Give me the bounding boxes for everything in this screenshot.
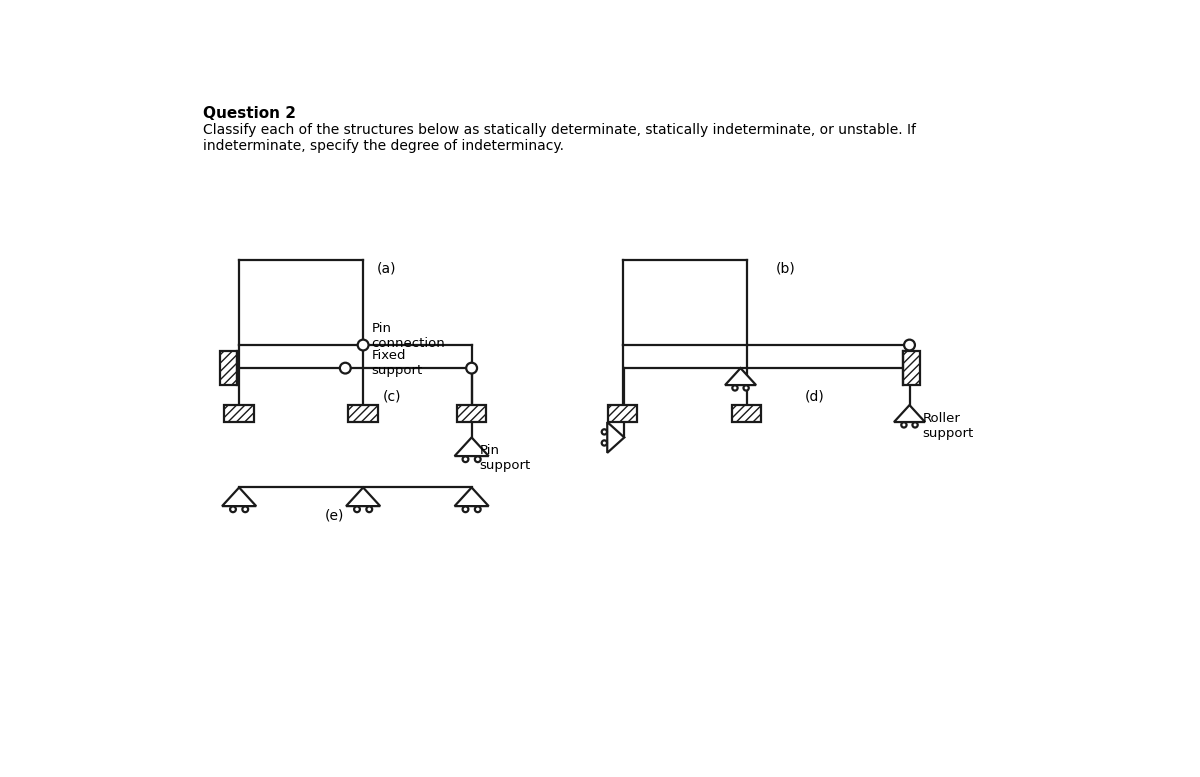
Circle shape (904, 340, 914, 350)
Text: (a): (a) (377, 262, 396, 276)
Polygon shape (894, 405, 925, 422)
Polygon shape (607, 422, 624, 453)
Circle shape (466, 363, 478, 374)
Circle shape (340, 363, 350, 374)
Circle shape (366, 507, 372, 512)
Bar (904, 350, 920, 385)
Polygon shape (455, 437, 488, 456)
Circle shape (230, 507, 236, 512)
Circle shape (475, 507, 481, 512)
Circle shape (601, 441, 607, 445)
Circle shape (242, 507, 248, 512)
Bar (348, 405, 378, 422)
Polygon shape (455, 487, 488, 506)
Circle shape (901, 422, 906, 427)
Text: Fixed
support: Fixed support (372, 349, 422, 377)
Circle shape (732, 385, 738, 391)
Text: (e): (e) (324, 508, 343, 522)
Bar (224, 405, 254, 422)
Circle shape (462, 507, 468, 512)
Text: (b): (b) (776, 262, 796, 276)
Circle shape (601, 429, 607, 434)
Text: Pin
support: Pin support (479, 444, 530, 472)
Polygon shape (725, 368, 756, 385)
Text: Roller
support: Roller support (923, 412, 974, 440)
Polygon shape (346, 487, 380, 506)
Circle shape (475, 456, 481, 462)
Bar (732, 405, 762, 422)
Bar (608, 405, 637, 422)
Text: (c): (c) (383, 390, 401, 404)
Text: Classify each of the structures below as statically determinate, statically inde: Classify each of the structures below as… (203, 124, 916, 138)
Circle shape (354, 507, 360, 512)
Text: (d): (d) (805, 390, 824, 404)
Text: Pin
connection: Pin connection (372, 322, 445, 350)
Text: indeterminate, specify the degree of indeterminacy.: indeterminate, specify the degree of ind… (203, 138, 564, 152)
Bar (457, 405, 486, 422)
Polygon shape (222, 487, 256, 506)
Circle shape (744, 385, 749, 391)
Circle shape (912, 422, 918, 427)
Circle shape (358, 340, 368, 350)
Bar (220, 350, 236, 385)
Circle shape (462, 456, 468, 462)
Text: Question 2: Question 2 (203, 106, 295, 121)
